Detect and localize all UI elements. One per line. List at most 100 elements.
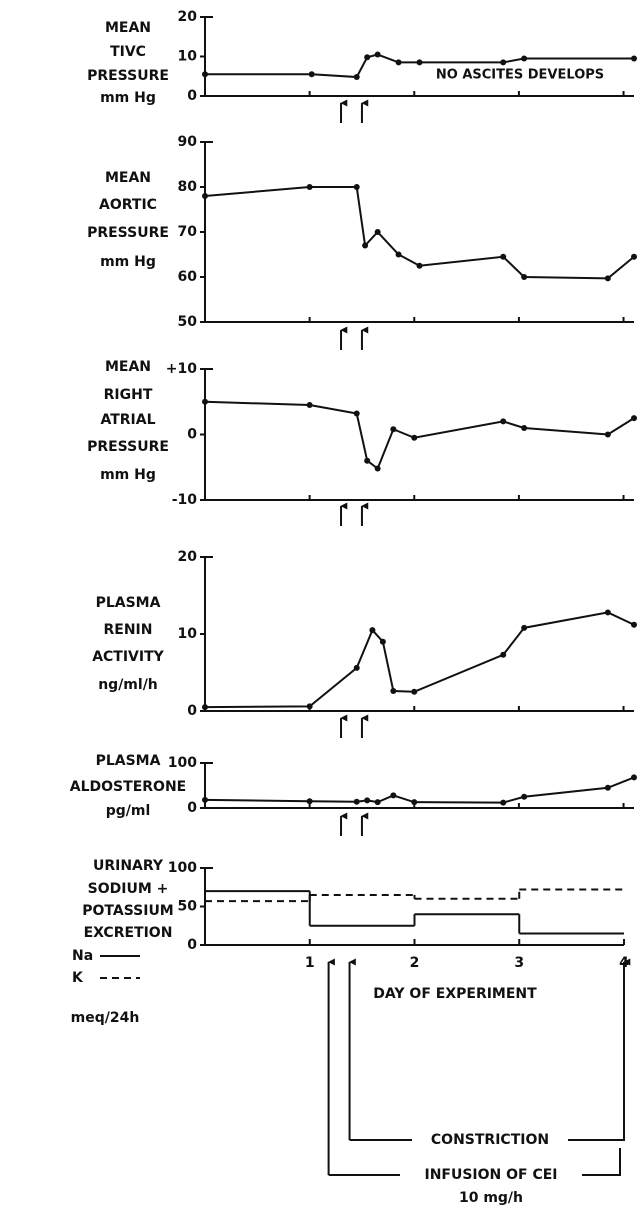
y-tick-label: 60 xyxy=(178,269,198,285)
y-tick-label: 0 xyxy=(187,800,197,816)
data-point xyxy=(500,651,507,658)
data-point xyxy=(521,274,528,280)
y-axis-label: PRESSURE xyxy=(87,68,169,84)
data-line xyxy=(204,400,635,471)
data-point xyxy=(411,434,418,441)
data-point xyxy=(631,774,637,781)
y-axis-label: RENIN xyxy=(104,622,153,638)
y-tick-label: 50 xyxy=(178,899,198,915)
data-point xyxy=(411,688,418,695)
y-tick-label: 10 xyxy=(178,49,198,65)
data-point xyxy=(500,59,507,66)
y-axis-label: URINARY xyxy=(93,858,164,874)
data-point xyxy=(353,664,360,671)
y-axis-label: PLASMA xyxy=(96,753,161,769)
data-point xyxy=(308,71,315,78)
data-point xyxy=(631,415,637,422)
data-point xyxy=(631,253,637,260)
y-axis-label: pg/ml xyxy=(106,803,151,819)
y-tick-label: 0 xyxy=(187,427,197,443)
y-tick-label: 10 xyxy=(178,626,198,642)
data-point xyxy=(379,638,386,645)
data-point xyxy=(374,465,381,472)
annotation: NO ASCITES DEVELOPS xyxy=(436,68,604,83)
data-point xyxy=(369,627,376,634)
y-axis-label: EXCRETION xyxy=(84,925,173,941)
x-tick-label: 1 xyxy=(305,955,315,971)
data-point xyxy=(604,609,611,616)
y-axis-label: SODIUM + xyxy=(88,881,169,897)
data-point xyxy=(390,792,397,799)
data-point xyxy=(306,402,313,409)
data-point xyxy=(306,798,313,805)
y-tick-label: 100 xyxy=(168,755,197,771)
data-point xyxy=(202,71,208,78)
data-point xyxy=(364,797,371,804)
y-tick-label: +10 xyxy=(166,361,197,377)
annotation: 10 mg/h xyxy=(459,1190,523,1206)
data-point xyxy=(411,799,418,806)
annotation: INFUSION OF CEI xyxy=(424,1167,557,1183)
legend-label: K xyxy=(72,970,84,986)
data-point xyxy=(500,799,507,806)
data-point xyxy=(353,184,360,190)
data-point xyxy=(202,398,208,405)
data-point xyxy=(306,184,313,190)
x-tick-label: 3 xyxy=(514,955,524,971)
data-point xyxy=(395,59,402,66)
y-tick-label: 0 xyxy=(187,703,197,719)
data-point xyxy=(353,410,360,417)
annotation: CONSTRICTION xyxy=(431,1132,549,1148)
y-tick-label: 90 xyxy=(178,134,198,150)
data-point xyxy=(364,54,371,61)
y-tick-label: 50 xyxy=(178,314,198,330)
data-point xyxy=(521,793,528,800)
y-axis-label: MEAN xyxy=(105,20,151,36)
data-point xyxy=(353,74,360,81)
y-tick-label: 70 xyxy=(178,224,198,240)
y-axis-label: POTASSIUM xyxy=(82,903,174,919)
data-point xyxy=(202,796,208,803)
y-tick-label: 80 xyxy=(178,179,198,195)
y-tick-label: 0 xyxy=(187,88,197,104)
data-point xyxy=(390,426,397,433)
data-point xyxy=(395,251,402,258)
data-point xyxy=(416,262,423,269)
y-tick-label: 20 xyxy=(178,9,198,25)
data-point xyxy=(521,424,528,431)
y-tick-label: 100 xyxy=(168,860,197,876)
data-point xyxy=(202,193,208,199)
data-point xyxy=(364,457,371,464)
annotation-line xyxy=(328,1148,621,1176)
data-line xyxy=(204,611,635,709)
annotation-line xyxy=(349,962,624,1141)
data-point xyxy=(374,229,381,235)
data-point xyxy=(390,687,397,694)
y-axis-label: ALDOSTERONE xyxy=(70,779,186,795)
y-axis-label: TIVC xyxy=(110,44,146,60)
x-axis-label: DAY OF EXPERIMENT xyxy=(373,986,537,1002)
axis xyxy=(204,368,634,501)
y-axis-label: PLASMA xyxy=(96,595,161,611)
data-point xyxy=(362,242,369,249)
axis xyxy=(204,556,634,712)
unit-label: meq/24h xyxy=(71,1010,140,1026)
data-point xyxy=(374,799,381,806)
x-tick-label: 2 xyxy=(410,955,420,971)
data-point xyxy=(604,431,611,438)
axis xyxy=(204,141,634,323)
data-point xyxy=(521,55,528,62)
y-tick-label: 20 xyxy=(178,549,198,565)
data-point xyxy=(202,704,208,711)
y-axis-label: mm Hg xyxy=(100,90,156,106)
data-point xyxy=(631,55,637,62)
y-axis-label: mm Hg xyxy=(100,254,156,270)
data-line xyxy=(205,53,634,79)
y-axis-label: PRESSURE xyxy=(87,225,169,241)
axis xyxy=(204,16,634,97)
data-point xyxy=(353,798,360,805)
y-axis-label: PRESSURE xyxy=(87,439,169,455)
data-line xyxy=(204,776,635,804)
data-point xyxy=(521,624,528,631)
